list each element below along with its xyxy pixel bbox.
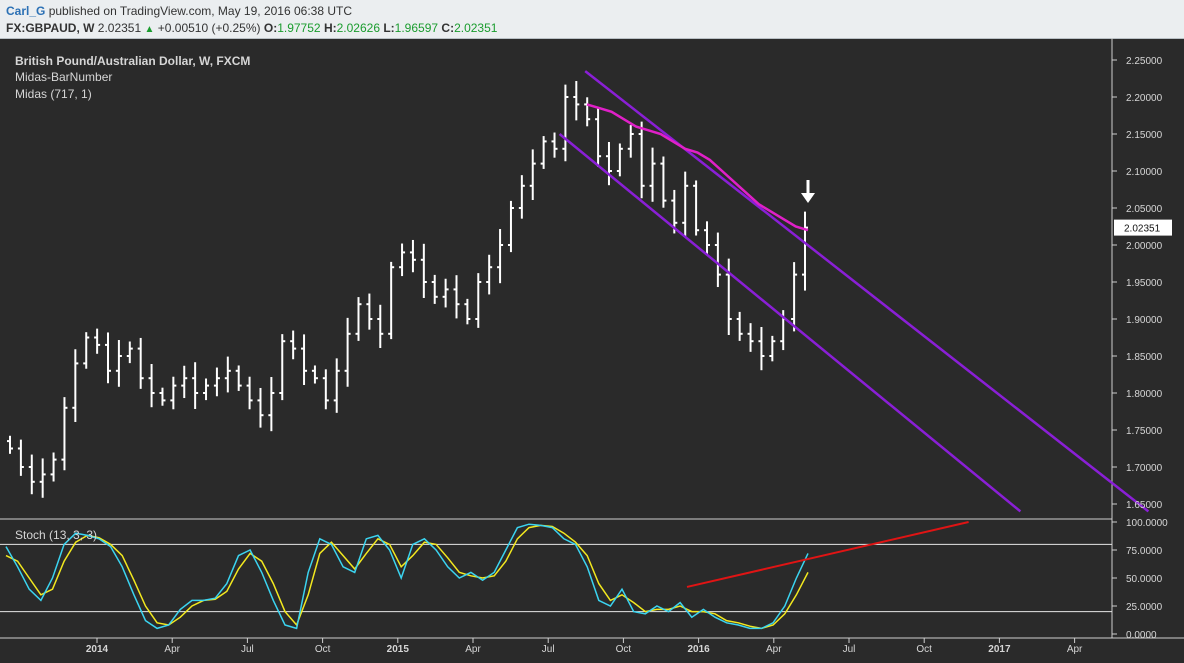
last-price-badge bbox=[1114, 219, 1172, 236]
legend-instrument: British Pound/Australian Dollar, W, FXCM bbox=[15, 54, 251, 68]
down-arrow-icon bbox=[801, 180, 815, 203]
time-tick-label: 2016 bbox=[687, 644, 710, 655]
stoch-tick-label: 25.0000 bbox=[1126, 602, 1163, 613]
time-tick-label: Jul bbox=[843, 644, 856, 655]
stoch-tick-label: 0.0000 bbox=[1126, 630, 1157, 641]
chart-header: Carl_G published on TradingView.com, May… bbox=[0, 0, 1184, 39]
price-tick-label: 1.80000 bbox=[1126, 389, 1163, 400]
publish-line: Carl_G published on TradingView.com, May… bbox=[6, 4, 352, 18]
time-tick-label: 2015 bbox=[387, 644, 410, 655]
time-tick-label: Jul bbox=[241, 644, 254, 655]
price-tick-label: 1.85000 bbox=[1126, 352, 1163, 363]
open-label: O: bbox=[263, 21, 278, 35]
chart-svg[interactable]: 2.25000 2.20000 2.15000 2.10000 2.05000 2.000… bbox=[0, 38, 1184, 663]
time-tick-label: 2014 bbox=[86, 644, 109, 655]
time-tick-label: Apr bbox=[766, 644, 782, 655]
price-tick-label: 2.20000 bbox=[1126, 93, 1163, 104]
last-price-label: 2.02351 bbox=[1124, 224, 1161, 235]
price-tick-label: 2.25000 bbox=[1126, 56, 1163, 67]
price-tick-label: 1.70000 bbox=[1126, 463, 1163, 474]
stoch-tick-label: 100.0000 bbox=[1126, 518, 1168, 529]
price-tick-label: 2.15000 bbox=[1126, 130, 1163, 141]
open-value: 1.97752 bbox=[277, 21, 321, 35]
price-bars bbox=[7, 81, 808, 498]
stoch-k-line bbox=[5, 523, 809, 630]
time-tick-label: Jul bbox=[542, 644, 555, 655]
time-tick-label: Apr bbox=[164, 644, 180, 655]
time-tick-label: Oct bbox=[616, 644, 632, 655]
price-tick-label: 1.90000 bbox=[1126, 315, 1163, 326]
quote-line: FX:GBPAUD, W 2.02351 ▲ +0.00510 (+0.25%)… bbox=[6, 21, 497, 35]
change-value: +0.00510 (+0.25%) bbox=[157, 21, 261, 35]
close-value: 2.02351 bbox=[454, 21, 498, 35]
midas-line bbox=[586, 103, 809, 232]
published-text: published on TradingView.com, May 19, 20… bbox=[48, 4, 352, 18]
up-arrow-icon: ▲ bbox=[144, 24, 155, 35]
price-tick-label: 1.75000 bbox=[1126, 426, 1163, 437]
high-value: 2.02626 bbox=[336, 21, 380, 35]
time-tick-label: 2017 bbox=[988, 644, 1011, 655]
legend-indicator-midas: Midas (717, 1) bbox=[15, 87, 92, 101]
time-tick-label: Apr bbox=[465, 644, 481, 655]
channel-lower-line bbox=[558, 133, 1022, 513]
time-tick-label: Apr bbox=[1067, 644, 1083, 655]
divergence-line bbox=[686, 521, 969, 588]
low-label: L: bbox=[383, 21, 395, 35]
time-tick-label: Oct bbox=[315, 644, 331, 655]
time-tick-label: Oct bbox=[916, 644, 932, 655]
close-label: C: bbox=[441, 21, 455, 35]
high-label: H: bbox=[323, 21, 337, 35]
channel-upper-line bbox=[584, 70, 1150, 513]
price-tick-label: 1.95000 bbox=[1126, 278, 1163, 289]
stoch-tick-label: 50.0000 bbox=[1126, 574, 1163, 585]
legend-stoch: Stoch (13, 3, 3) bbox=[15, 528, 98, 542]
down-arrow-head bbox=[801, 193, 815, 203]
price-tick-label: 2.10000 bbox=[1126, 167, 1163, 178]
price-tick-label: 2.05000 bbox=[1126, 204, 1163, 215]
legend-indicator-barnumber: Midas-BarNumber bbox=[15, 70, 113, 84]
stoch-tick-label: 75.0000 bbox=[1126, 546, 1163, 557]
author-link[interactable]: Carl_G bbox=[6, 4, 46, 18]
price-tick-label: 2.00000 bbox=[1126, 241, 1163, 252]
low-value: 1.96597 bbox=[394, 21, 439, 35]
last-price: 2.02351 bbox=[97, 21, 142, 35]
price-tick-label: 1.65000 bbox=[1126, 500, 1163, 511]
chart-area[interactable]: 2.25000 2.20000 2.15000 2.10000 2.05000 2.000… bbox=[0, 38, 1184, 663]
symbol-label: FX:GBPAUD, W bbox=[6, 21, 95, 35]
